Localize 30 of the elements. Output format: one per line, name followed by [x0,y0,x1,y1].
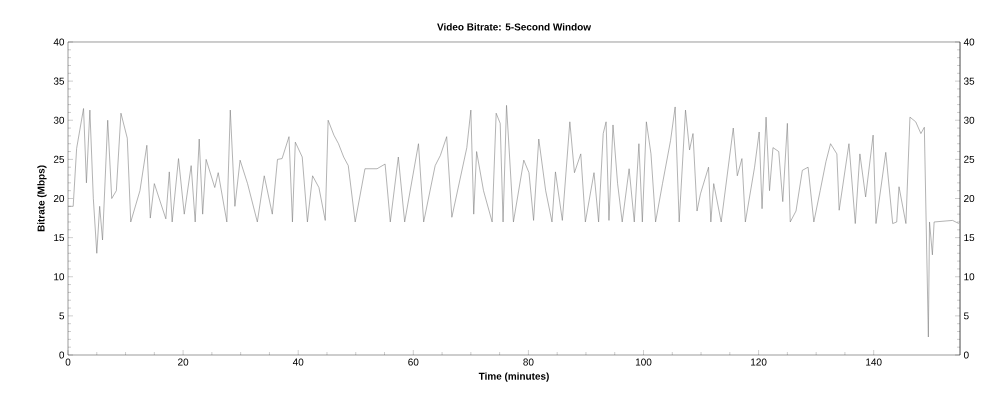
y2-tick-label: 30 [963,116,975,124]
x-tick-label: 40 [292,358,304,366]
y2-tick-label: 0 [963,351,969,359]
y-axis-title: Bitrate (Mbps) [37,165,47,232]
x-tick-label: 80 [523,358,534,366]
x-tick-label: 60 [408,358,419,366]
y2-tick-label: 10 [964,273,975,281]
x-tick-label: 120 [751,358,767,366]
y2-tick-label: 15 [964,234,975,242]
y-tick-label: 40 [53,38,65,46]
y-tick-label: 10 [54,273,65,281]
y-tick-label: 35 [53,77,65,85]
line-series [68,105,960,338]
y-tick-label: 15 [54,234,65,242]
x-tick-label: 100 [635,358,652,366]
y-tick-label: 0 [59,351,65,359]
y2-tick-label: 40 [963,38,975,46]
x-tick-label: 140 [866,358,882,366]
y-tick-label: 25 [53,155,65,163]
y2-tick-label: 20 [964,194,975,203]
x-tick-label: 20 [178,358,189,366]
x-axis-title: Time (minutes) [478,372,549,382]
chart-title: Video Bitrate: 5-Second Window [437,23,592,31]
y2-tick-label: 35 [963,77,975,85]
y-tick-label: 5 [59,312,65,320]
y2-tick-label: 25 [964,155,975,163]
y-tick-label: 20 [53,194,65,203]
x-tick-label: 0 [65,358,71,366]
y2-tick-label: 5 [963,312,969,320]
y-tick-label: 30 [53,116,65,124]
